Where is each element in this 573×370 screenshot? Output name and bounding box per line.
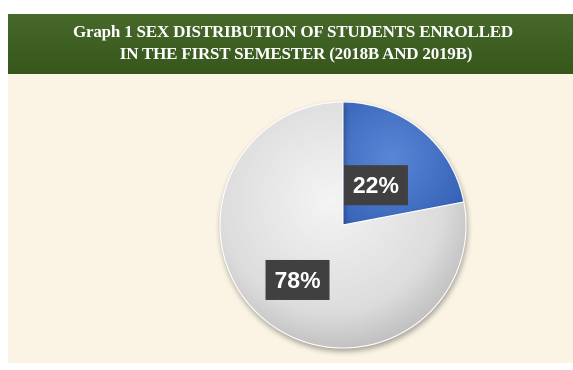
data-label-text: 78%	[275, 267, 321, 293]
pie-label-22: 22%	[343, 165, 408, 206]
chart-title-line-2: IN THE FIRST SEMESTER (2018B AND 2019B)	[119, 44, 473, 63]
data-label-box	[265, 259, 330, 300]
data-label-text: 22%	[353, 172, 399, 198]
data-label-box	[343, 165, 408, 206]
chart-title-bar: Graph 1 SEX DISTRIBUTION OF STUDENTS ENR…	[8, 14, 573, 74]
pie-label-78: 78%	[265, 259, 330, 300]
chart-title-line-1: Graph 1 SEX DISTRIBUTION OF STUDENTS ENR…	[72, 22, 514, 41]
